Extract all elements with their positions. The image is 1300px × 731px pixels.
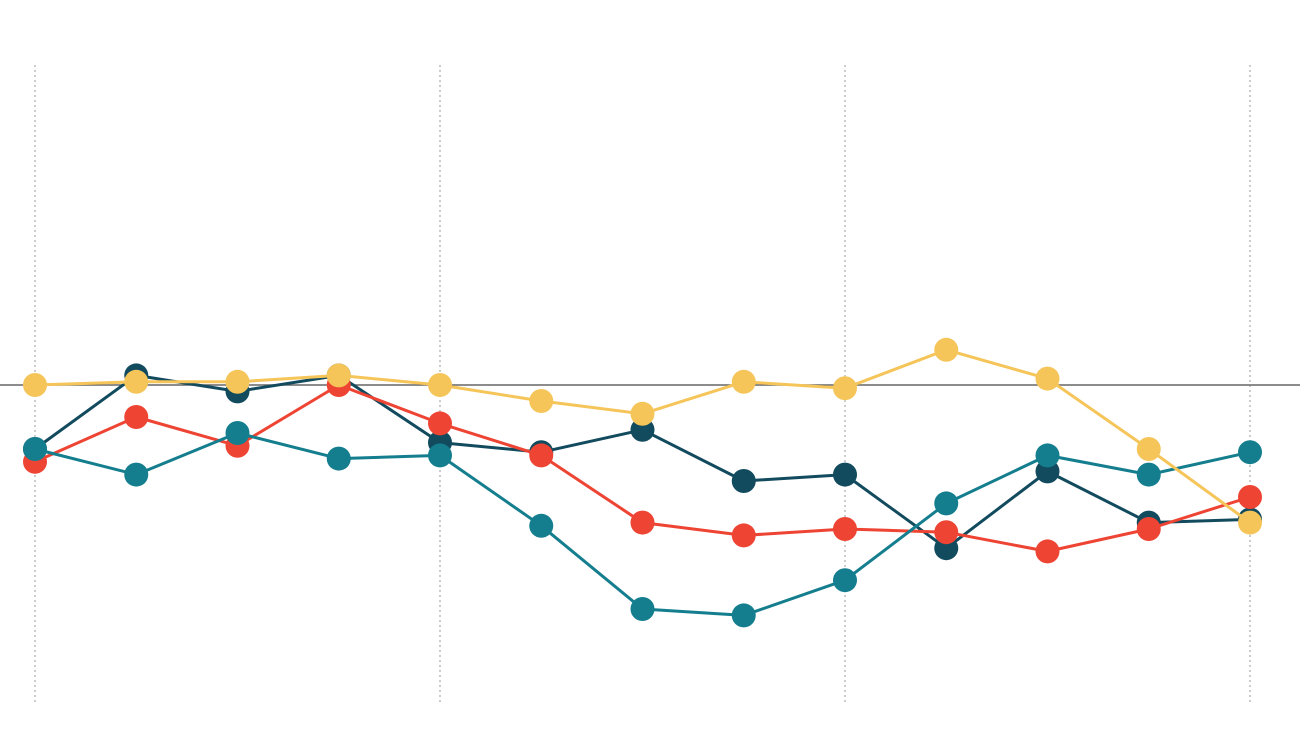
series-3 <box>23 337 1262 535</box>
grid-layer <box>34 65 1251 703</box>
series-2-point-7 <box>731 603 756 628</box>
series-2-point-8 <box>833 568 857 593</box>
series-2-point-10 <box>1035 443 1060 468</box>
series-3-point-5 <box>529 389 554 413</box>
series-2-point-9 <box>934 491 959 516</box>
series-0-point-7 <box>731 469 756 493</box>
series-2-point-1 <box>124 462 149 487</box>
series-3-point-1 <box>124 369 149 394</box>
series-1-point-12 <box>1238 485 1262 509</box>
series-2-point-2 <box>225 421 250 445</box>
series-3-point-10 <box>1035 366 1060 391</box>
series-2-point-6 <box>630 597 655 621</box>
series-2-point-12 <box>1238 440 1262 465</box>
series-3-point-4 <box>428 373 452 397</box>
series-1-point-6 <box>630 510 655 535</box>
series-1-point-5 <box>529 443 554 468</box>
series-3-point-3 <box>326 363 351 388</box>
series-3-point-12 <box>1238 510 1262 535</box>
series-layer <box>23 337 1262 628</box>
series-1-point-8 <box>833 517 857 541</box>
series-0-point-8 <box>833 462 857 487</box>
series-3-point-11 <box>1136 437 1161 461</box>
series-2-point-3 <box>326 446 351 471</box>
series-2 <box>23 421 1262 628</box>
series-1-point-7 <box>731 523 756 548</box>
series-1-point-4 <box>428 411 452 436</box>
series-3-point-6 <box>630 401 655 426</box>
series-3-point-8 <box>833 376 857 401</box>
series-2-point-4 <box>428 443 452 468</box>
series-3-point-9 <box>934 337 959 362</box>
series-2-point-11 <box>1136 462 1161 487</box>
series-1-point-9 <box>934 520 959 545</box>
series-3-point-7 <box>731 369 756 394</box>
series-3-point-2 <box>225 369 250 394</box>
series-2-point-5 <box>529 513 554 538</box>
series-2-point-0 <box>23 437 47 461</box>
series-3-point-0 <box>23 373 47 397</box>
series-1 <box>23 373 1262 564</box>
series-1-point-11 <box>1136 517 1161 541</box>
series-1-point-10 <box>1035 539 1060 564</box>
series-1-point-1 <box>124 405 149 429</box>
